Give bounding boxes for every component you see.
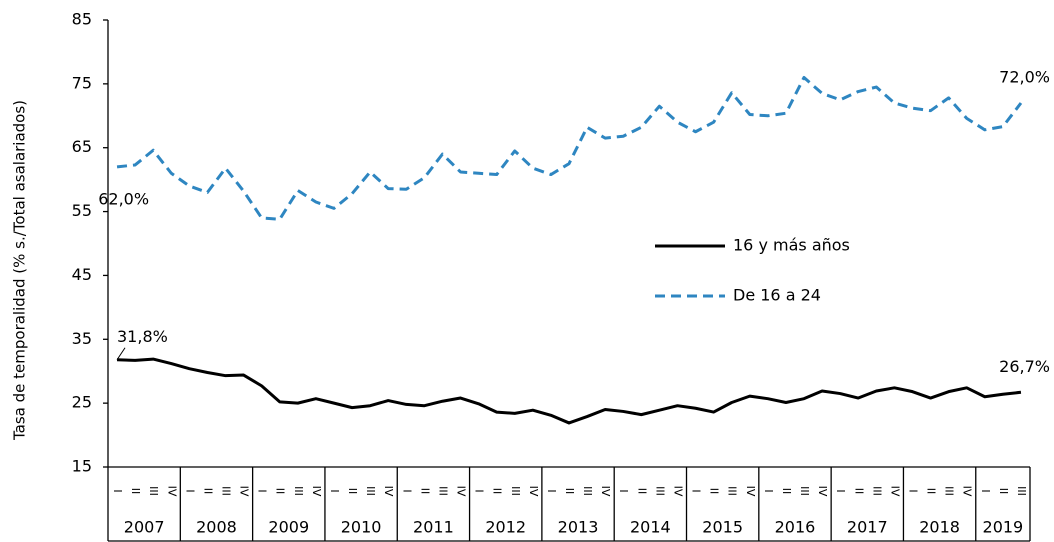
x-tick-label: IV bbox=[455, 486, 468, 497]
x-tick-label: II bbox=[852, 488, 865, 495]
y-tick-label: 45 bbox=[72, 265, 92, 284]
year-label: 2016 bbox=[775, 518, 816, 537]
value-label: 72,0% bbox=[999, 68, 1050, 87]
x-tick-label: II bbox=[491, 488, 504, 495]
x-tick-label: III bbox=[581, 486, 594, 496]
x-tick-label: III bbox=[653, 486, 666, 496]
y-tick-label: 35 bbox=[72, 329, 92, 348]
series-line bbox=[116, 75, 1023, 221]
x-tick-label: II bbox=[925, 488, 938, 495]
x-tick-label: III bbox=[943, 486, 956, 496]
x-tick-label: IV bbox=[527, 486, 540, 497]
x-tick-label: III bbox=[436, 486, 449, 496]
y-tick-label: 55 bbox=[72, 201, 92, 220]
series-line bbox=[116, 357, 1022, 425]
year-label: 2009 bbox=[268, 518, 309, 537]
x-tick-label: IV bbox=[310, 486, 323, 497]
x-tick-label: III bbox=[1015, 486, 1028, 496]
x-tick-label: III bbox=[509, 486, 522, 496]
x-tick-label: IV bbox=[888, 486, 901, 497]
x-tick-label: III bbox=[147, 486, 160, 496]
leader-line bbox=[116, 347, 126, 360]
x-tick-label: I bbox=[545, 489, 558, 492]
x-tick-label: II bbox=[708, 488, 721, 495]
y-tick-label: 75 bbox=[72, 73, 92, 92]
value-label: 26,7% bbox=[999, 357, 1050, 376]
x-tick-label: IV bbox=[816, 486, 829, 497]
x-tick-label: II bbox=[780, 488, 793, 495]
year-label: 2010 bbox=[341, 518, 382, 537]
x-tick-label: IV bbox=[599, 486, 612, 497]
legend-label: De 16 a 24 bbox=[733, 286, 821, 305]
x-tick-label: II bbox=[997, 488, 1010, 495]
x-tick-label: IV bbox=[382, 486, 395, 497]
year-label: 2008 bbox=[196, 518, 237, 537]
y-tick-label: 25 bbox=[72, 393, 92, 412]
year-label: 2007 bbox=[124, 518, 165, 537]
x-tick-label: I bbox=[256, 489, 269, 492]
x-tick-label: I bbox=[979, 489, 992, 492]
x-tick-label: III bbox=[798, 486, 811, 496]
x-tick-label: IV bbox=[238, 486, 251, 497]
x-tick-label: II bbox=[635, 488, 648, 495]
year-label: 2011 bbox=[413, 518, 454, 537]
year-label: 2013 bbox=[558, 518, 599, 537]
x-tick-label: III bbox=[292, 486, 305, 496]
x-tick-label: III bbox=[364, 486, 377, 496]
year-label: 2019 bbox=[983, 518, 1024, 537]
x-tick-label: IV bbox=[165, 486, 178, 497]
x-tick-label: I bbox=[617, 489, 630, 492]
x-tick-label: I bbox=[328, 489, 341, 492]
x-tick-label: II bbox=[274, 488, 287, 495]
year-label: 2017 bbox=[847, 518, 888, 537]
value-label: 31,8% bbox=[117, 327, 168, 346]
x-tick-label: I bbox=[111, 489, 124, 492]
x-tick-label: III bbox=[726, 486, 739, 496]
x-tick-label: III bbox=[220, 486, 233, 496]
x-tick-label: I bbox=[690, 489, 703, 492]
x-tick-label: I bbox=[762, 489, 775, 492]
year-label: 2012 bbox=[485, 518, 526, 537]
x-tick-label: II bbox=[418, 488, 431, 495]
x-tick-label: IV bbox=[744, 486, 757, 497]
year-label: 2015 bbox=[702, 518, 743, 537]
year-label: 2018 bbox=[919, 518, 960, 537]
year-label: 2014 bbox=[630, 518, 671, 537]
legend-label: 16 y más años bbox=[733, 236, 850, 255]
x-tick-label: II bbox=[563, 488, 576, 495]
y-tick-label: 65 bbox=[72, 137, 92, 156]
x-tick-label: IV bbox=[961, 486, 974, 497]
x-tick-label: II bbox=[346, 488, 359, 495]
x-tick-label: I bbox=[473, 489, 486, 492]
y-tick-label: 85 bbox=[72, 10, 92, 29]
x-tick-label: I bbox=[183, 489, 196, 492]
x-tick-label: IV bbox=[671, 486, 684, 497]
value-label: 62,0% bbox=[98, 189, 149, 208]
x-tick-label: I bbox=[400, 489, 413, 492]
x-tick-label: III bbox=[870, 486, 883, 496]
y-axis-label: Tasa de temporalidad (% s./Total asalari… bbox=[11, 100, 29, 441]
x-tick-label: II bbox=[201, 488, 214, 495]
x-tick-label: II bbox=[129, 488, 142, 495]
x-tick-label: I bbox=[834, 489, 847, 492]
x-tick-label: I bbox=[906, 489, 919, 492]
y-tick-label: 15 bbox=[72, 457, 92, 476]
